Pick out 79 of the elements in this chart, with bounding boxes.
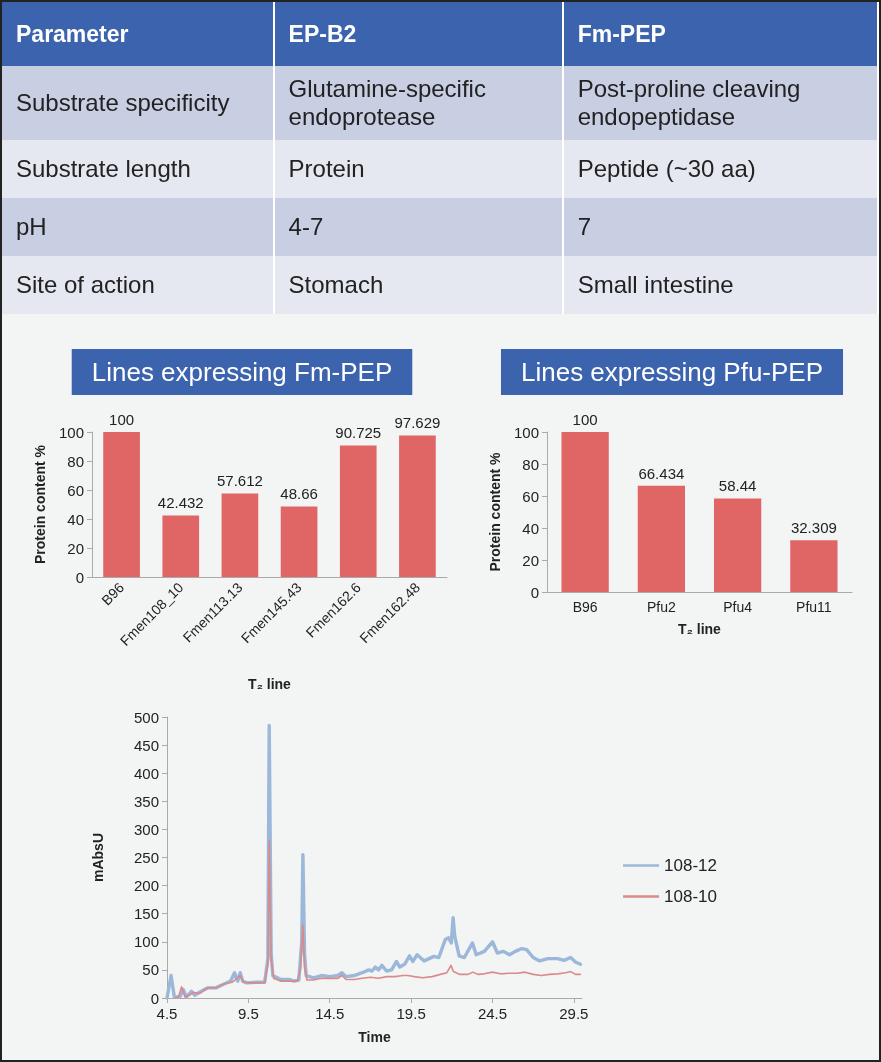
text: Protein xyxy=(288,155,365,182)
chart-title: Lines expressing Fm-PEP xyxy=(91,357,393,387)
y-tick-label: 450 xyxy=(133,736,159,754)
x-tick-label: Pfu2 xyxy=(646,599,676,615)
x-tick-label: 4.5 xyxy=(156,1005,178,1022)
x-axis-title: T₂ line xyxy=(248,676,292,692)
text: Stomach xyxy=(288,271,384,298)
data-label: 97.629 xyxy=(394,414,441,432)
line-series xyxy=(174,839,582,999)
y-tick-label: 100 xyxy=(513,423,539,441)
y-tick-label: 80 xyxy=(522,455,539,473)
x-axis-title: T₂ line xyxy=(678,621,722,637)
text: Substrate length xyxy=(16,155,191,182)
x-tick-label: 14.5 xyxy=(315,1005,345,1022)
text: Substrate specificity xyxy=(16,89,230,116)
x-tick-label: B96 xyxy=(572,599,598,615)
text: 4-7 xyxy=(288,213,324,240)
legend-label: 108-10 xyxy=(664,887,717,906)
data-label: 58.44 xyxy=(718,477,757,495)
x-axis-title: Time xyxy=(358,1029,391,1045)
bar xyxy=(280,506,318,577)
text: 7 xyxy=(577,213,591,240)
data-label: 100 xyxy=(572,411,598,428)
bar xyxy=(713,498,762,592)
text: Post-proline cleaving endopeptidase xyxy=(577,75,801,130)
bar xyxy=(162,515,200,577)
y-axis-title: Protein content % xyxy=(32,444,48,565)
legend-label: 108-12 xyxy=(664,856,717,875)
y-tick-label: 400 xyxy=(133,764,159,782)
x-tick-label: 9.5 xyxy=(237,1005,259,1022)
y-tick-label: 80 xyxy=(67,452,84,470)
y-tick-label: 40 xyxy=(67,510,84,528)
x-tick-label: 19.5 xyxy=(396,1005,426,1022)
text: Glutamine-specific endoprotease xyxy=(288,75,486,130)
y-tick-label: 500 xyxy=(133,708,159,726)
data-label: 90.725 xyxy=(335,424,382,442)
data-label: 100 xyxy=(109,411,135,428)
x-tick-label: 24.5 xyxy=(477,1005,508,1022)
x-tick-label: Pfu4 xyxy=(723,599,753,615)
y-tick-label: 150 xyxy=(133,905,159,923)
bar xyxy=(399,435,436,577)
category-label: Parameter xyxy=(2,2,274,66)
category-label: Fm-PEP xyxy=(562,2,878,66)
bar xyxy=(561,432,609,592)
text: Site of action xyxy=(16,271,155,298)
y-tick-label: 100 xyxy=(58,423,84,441)
data-label: 42.432 xyxy=(157,494,204,512)
y-tick-label: 350 xyxy=(133,792,159,810)
y-tick-label: 300 xyxy=(133,820,159,838)
y-tick-label: 40 xyxy=(522,519,539,537)
y-axis-title: mAbsU xyxy=(90,832,106,883)
data-label: 66.434 xyxy=(638,464,685,482)
data-label: 48.66 xyxy=(280,485,318,503)
y-tick-label: 200 xyxy=(133,877,159,895)
text: pH xyxy=(16,213,47,240)
y-tick-label: 100 xyxy=(133,933,159,951)
y-tick-label: 250 xyxy=(133,849,159,866)
y-tick-label: 60 xyxy=(522,487,539,505)
y-tick-label: 0 xyxy=(75,568,84,586)
bar xyxy=(103,432,140,577)
x-tick-label: Pfu11 xyxy=(796,599,832,615)
y-tick-label: 20 xyxy=(522,551,539,569)
text: Peptide (~30 aa) xyxy=(577,155,756,182)
bar xyxy=(790,540,838,592)
data-label: 57.612 xyxy=(216,472,263,490)
data-label: 32.309 xyxy=(790,519,837,537)
text: Small intestine xyxy=(577,271,734,298)
y-tick-label: 0 xyxy=(530,583,539,601)
y-tick-label: 20 xyxy=(67,539,84,557)
bar xyxy=(221,493,259,577)
y-tick-label: 0 xyxy=(150,989,159,1007)
x-tick-label: 29.5 xyxy=(559,1005,589,1022)
chart-title: Lines expressing Pfu-PEP xyxy=(520,357,824,387)
category-label: EP-B2 xyxy=(273,2,563,66)
y-tick-label: 60 xyxy=(67,481,84,499)
y-tick-label: 50 xyxy=(142,961,159,979)
bar xyxy=(637,485,686,592)
y-axis-title: Protein content % xyxy=(487,451,503,572)
bar xyxy=(339,445,377,577)
